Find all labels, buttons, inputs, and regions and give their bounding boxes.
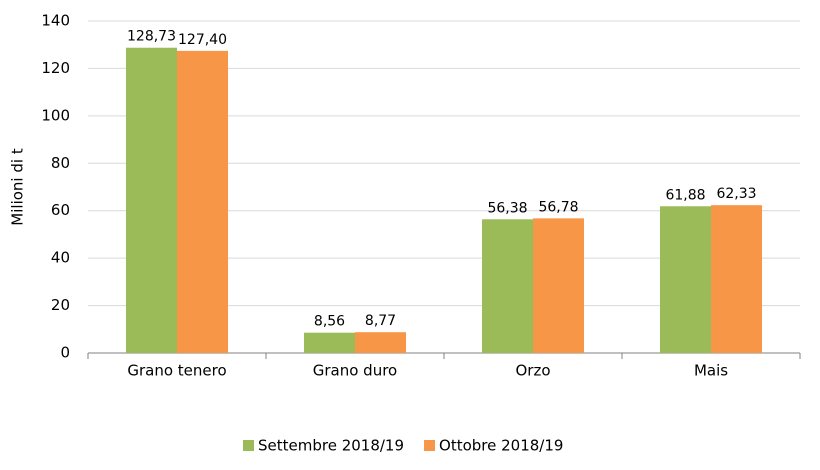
y-tick-label: 80	[51, 154, 70, 172]
y-tick-label: 60	[51, 201, 70, 219]
y-tick-label: 20	[51, 296, 70, 314]
y-tick-label: 40	[51, 249, 70, 267]
value-label: 8,77	[365, 313, 396, 329]
y-tick-label: 140	[41, 12, 70, 30]
x-tick-label: Grano duro	[313, 362, 397, 380]
value-label: 61,88	[665, 187, 705, 203]
value-label: 128,73	[127, 29, 176, 45]
x-tick-label: Grano tenero	[127, 362, 226, 380]
legend-swatch	[243, 440, 254, 451]
legend-swatch	[424, 440, 436, 451]
x-tick-label: Orzo	[515, 362, 550, 380]
y-tick-label: 120	[41, 59, 70, 77]
x-tick-label: Mais	[694, 362, 728, 380]
legend-label: Settembre 2018/19	[258, 437, 404, 455]
bar	[177, 50, 228, 353]
bar	[355, 332, 406, 353]
y-axis-label: Milioni di t	[9, 148, 27, 226]
y-tick-label: 100	[41, 106, 70, 124]
bar	[304, 332, 355, 353]
value-label: 8,56	[314, 314, 345, 330]
y-tick-label: 0	[60, 344, 70, 362]
value-label: 56,38	[487, 200, 527, 216]
value-label: 62,33	[716, 186, 756, 202]
bar	[126, 47, 177, 353]
value-label: 56,78	[538, 199, 578, 215]
bar	[711, 205, 762, 353]
bar	[660, 206, 711, 353]
value-label: 127,40	[178, 32, 227, 48]
bar	[482, 219, 533, 353]
legend-label: Ottobre 2018/19	[439, 437, 563, 455]
bar	[533, 218, 584, 353]
